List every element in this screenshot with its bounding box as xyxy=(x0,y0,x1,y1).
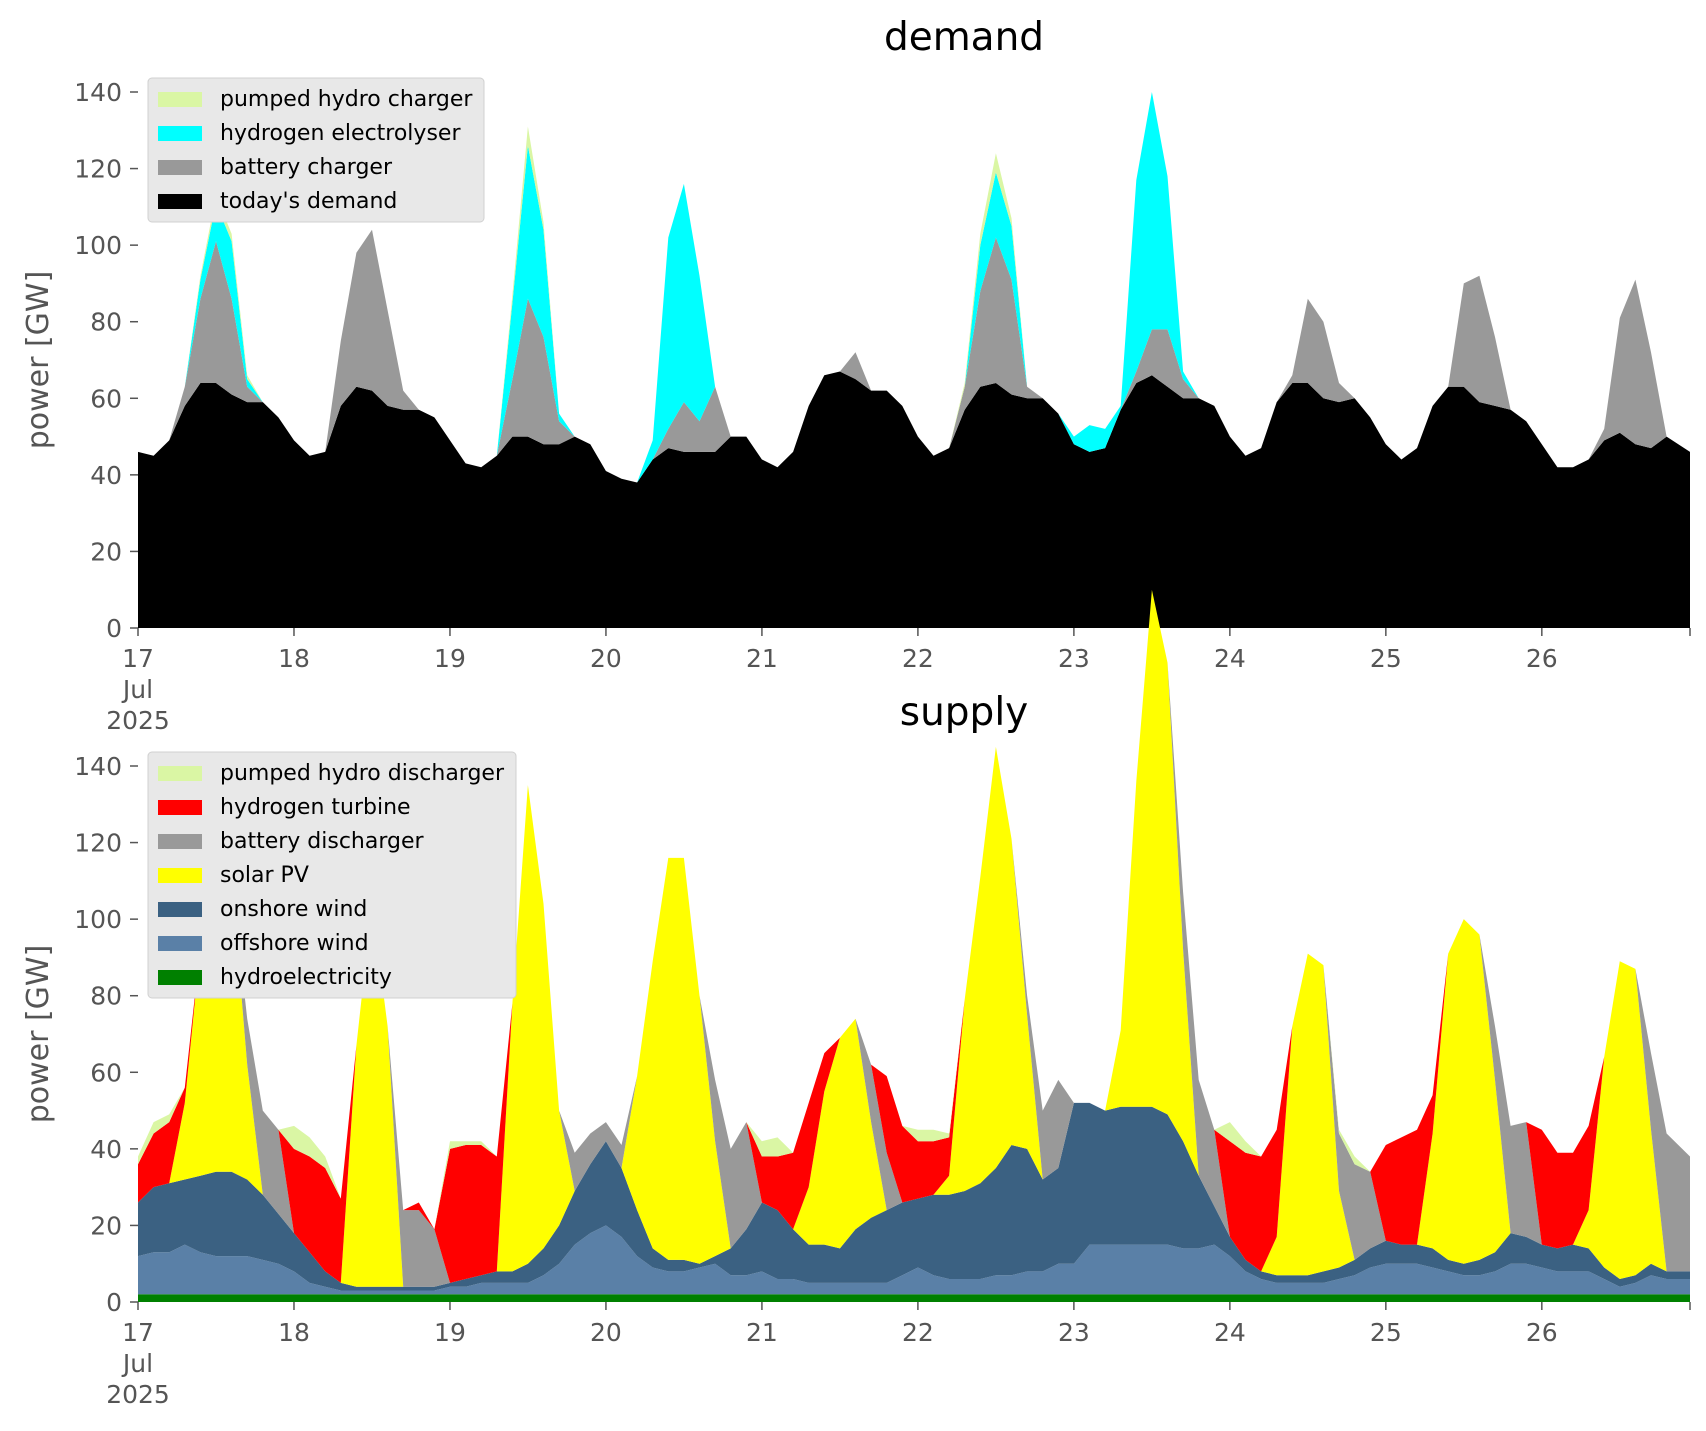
y-tick-label: 0 xyxy=(106,614,122,643)
x-tick-label: 17 xyxy=(122,1318,154,1347)
legend-box xyxy=(147,751,517,999)
y-axis-label: power [GW] xyxy=(21,945,56,1124)
y-tick-label: 20 xyxy=(90,1211,122,1240)
x-tick-label: 18 xyxy=(278,1318,310,1347)
x-tick-label: 20 xyxy=(590,644,622,673)
x-tick-label: 22 xyxy=(902,1318,934,1347)
legend-label: hydrogen electrolyser xyxy=(220,121,461,146)
series-area-hydrogen-electrolyser xyxy=(138,92,1690,483)
series-area-today-s-demand xyxy=(138,371,1690,628)
x-tick-sublabel: 2025 xyxy=(106,706,170,735)
chart-title: demand xyxy=(884,15,1044,60)
legend-box xyxy=(147,77,485,223)
legend-label: battery discharger xyxy=(220,829,425,854)
x-tick-label: 21 xyxy=(746,644,778,673)
legend-swatch xyxy=(158,902,202,917)
legend-swatch xyxy=(158,766,202,781)
legend-swatch xyxy=(158,800,202,815)
y-tick-label: 140 xyxy=(74,78,122,107)
legend-swatch xyxy=(158,92,202,107)
x-tick-label: 24 xyxy=(1214,644,1246,673)
legend-swatch xyxy=(158,970,202,985)
legend-label: hydroelectricity xyxy=(220,965,392,990)
legend-label: solar PV xyxy=(220,863,309,888)
legend: pumped hydro discharger hydrogen turbine b… xyxy=(147,751,517,999)
x-tick-label: 17 xyxy=(122,644,154,673)
y-tick-label: 60 xyxy=(90,384,122,413)
y-tick-label: 100 xyxy=(74,905,122,934)
legend-label: pumped hydro charger xyxy=(220,87,473,112)
x-tick-label: 23 xyxy=(1058,644,1090,673)
y-tick-label: 20 xyxy=(90,537,122,566)
x-tick-label: 25 xyxy=(1370,1318,1402,1347)
y-tick-label: 40 xyxy=(90,461,122,490)
y-tick-label: 100 xyxy=(74,231,122,260)
y-tick-label: 60 xyxy=(90,1058,122,1087)
legend-swatch xyxy=(158,194,202,209)
y-tick-label: 40 xyxy=(90,1135,122,1164)
legend-label: pumped hydro discharger xyxy=(220,761,505,786)
legend-label: offshore wind xyxy=(220,931,369,956)
x-tick-label: 26 xyxy=(1526,1318,1558,1347)
legend-label: hydrogen turbine xyxy=(220,795,411,820)
legend-label: today's demand xyxy=(220,189,397,214)
series-area-hydrogen-turbine xyxy=(138,589,1690,1283)
x-tick-label: 23 xyxy=(1058,1318,1090,1347)
x-tick-label: 22 xyxy=(902,644,934,673)
legend-swatch xyxy=(158,160,202,175)
series-area-solar-pv xyxy=(138,589,1690,1287)
y-tick-label: 120 xyxy=(74,829,122,858)
series-area-onshore-wind xyxy=(138,1102,1690,1291)
x-tick-sublabel: 2025 xyxy=(106,1380,170,1409)
legend: pumped hydro charger hydrogen electrolyse… xyxy=(147,77,485,223)
series-area-offshore-wind xyxy=(138,1225,1690,1295)
x-tick-label: 20 xyxy=(590,1318,622,1347)
chart-title: supply xyxy=(900,690,1028,735)
y-tick-label: 0 xyxy=(106,1288,122,1317)
y-tick-label: 140 xyxy=(74,752,122,781)
x-tick-sublabel: Jul xyxy=(121,1349,153,1378)
series-area-battery-discharger xyxy=(138,589,1690,1287)
legend-label: battery charger xyxy=(220,155,393,180)
legend-swatch xyxy=(158,936,202,951)
y-axis-label: power [GW] xyxy=(21,271,56,450)
y-tick-label: 120 xyxy=(74,155,122,184)
y-tick-label: 80 xyxy=(90,982,122,1011)
x-tick-label: 26 xyxy=(1526,644,1558,673)
legend-swatch xyxy=(158,126,202,141)
series-area-hydroelectricity xyxy=(138,1294,1690,1302)
x-tick-label: 19 xyxy=(434,644,466,673)
x-tick-sublabel: Jul xyxy=(121,675,153,704)
x-tick-label: 24 xyxy=(1214,1318,1246,1347)
legend-swatch xyxy=(158,868,202,883)
legend-label: onshore wind xyxy=(220,897,367,922)
x-tick-label: 25 xyxy=(1370,644,1402,673)
legend-swatch xyxy=(158,834,202,849)
x-tick-label: 21 xyxy=(746,1318,778,1347)
series-area-battery-charger xyxy=(138,229,1690,483)
x-tick-label: 19 xyxy=(434,1318,466,1347)
x-tick-label: 18 xyxy=(278,644,310,673)
y-tick-label: 80 xyxy=(90,308,122,337)
